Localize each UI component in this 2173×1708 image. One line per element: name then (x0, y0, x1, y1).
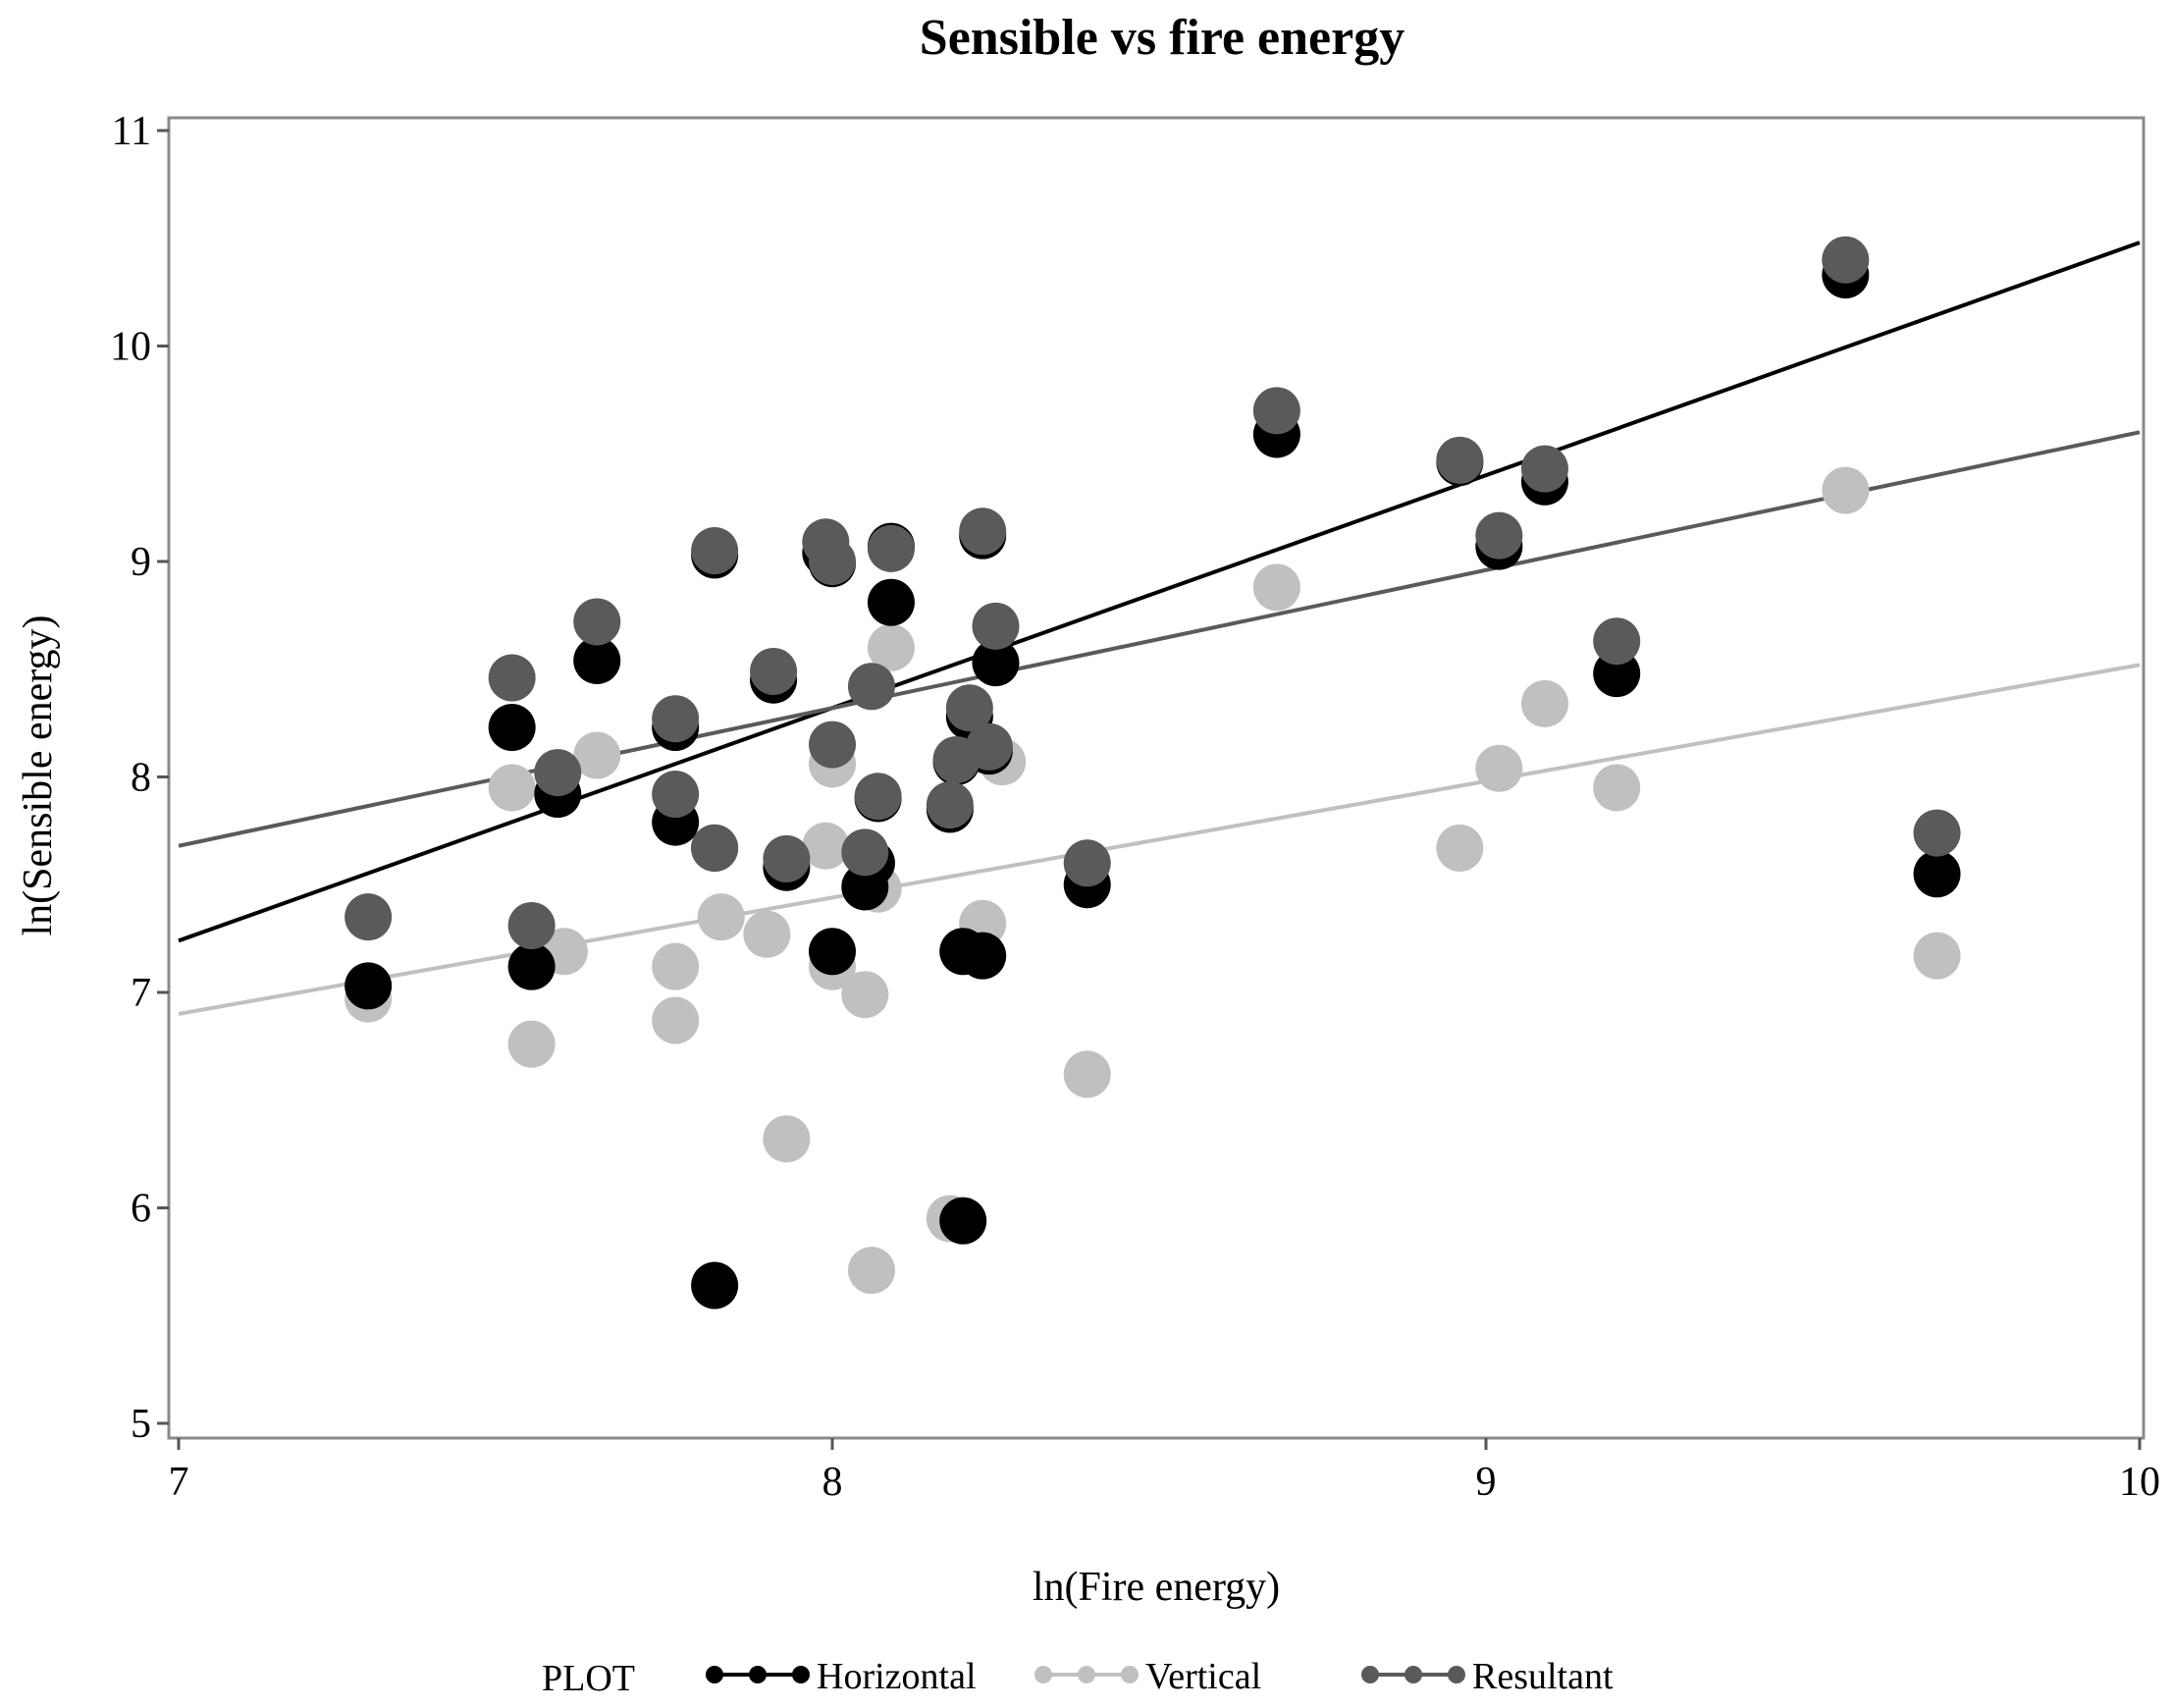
point-resultant (1252, 387, 1300, 435)
point-horizontal (867, 578, 915, 626)
point-horizontal (939, 1197, 987, 1245)
y-tick-label: 7 (131, 971, 151, 1016)
legend-label-resultant: Resultant (1472, 1656, 1614, 1697)
legend-marker-vertical (1034, 1666, 1052, 1683)
point-resultant (959, 507, 1007, 556)
point-resultant (344, 893, 393, 941)
legend-marker-resultant (1361, 1666, 1379, 1683)
x-axis-label: ln(Fire energy) (1033, 1565, 1280, 1610)
legend-marker-resultant (1448, 1666, 1465, 1683)
point-horizontal (573, 636, 621, 684)
point-resultant (750, 647, 798, 695)
point-resultant (972, 602, 1020, 650)
point-vertical (488, 764, 536, 812)
point-resultant (534, 749, 582, 797)
point-resultant (573, 598, 621, 646)
point-resultant (1475, 511, 1523, 560)
point-resultant (652, 771, 700, 819)
point-vertical (867, 623, 915, 671)
point-resultant (1436, 436, 1484, 484)
point-resultant (809, 538, 856, 585)
legend-marker-horizontal (706, 1666, 723, 1683)
point-resultant (841, 828, 889, 877)
point-resultant (691, 527, 739, 575)
point-resultant (1822, 236, 1870, 284)
legend-title: PLOT (542, 1658, 635, 1699)
x-tick-label: 10 (2119, 1460, 2160, 1505)
legend-marker-horizontal (749, 1666, 767, 1683)
point-vertical (1475, 744, 1523, 792)
point-resultant (809, 721, 856, 769)
point-resultant (926, 781, 974, 829)
y-tick-label: 8 (131, 756, 151, 801)
chart-title: Sensible vs fire energy (920, 10, 1404, 66)
y-tick-label: 9 (131, 540, 151, 585)
legend-label-horizontal: Horizontal (817, 1656, 977, 1697)
point-vertical (697, 893, 745, 941)
point-resultant (965, 722, 1013, 771)
point-vertical (507, 1020, 556, 1068)
point-horizontal (488, 704, 536, 752)
fit-line-vertical (178, 663, 2141, 1016)
x-tick-label: 9 (1476, 1460, 1497, 1505)
legend-marker-resultant (1404, 1666, 1422, 1683)
point-vertical (1520, 679, 1568, 727)
point-resultant (507, 901, 556, 949)
point-vertical (1593, 764, 1641, 812)
plot-frame (167, 116, 2146, 1440)
y-tick-label: 5 (131, 1402, 151, 1447)
point-vertical (1252, 563, 1300, 612)
point-resultant (945, 684, 993, 732)
legend-marker-vertical (1121, 1666, 1139, 1683)
point-resultant (652, 695, 700, 743)
point-horizontal (1913, 850, 1961, 898)
point-horizontal (507, 942, 556, 990)
point-vertical (1436, 824, 1484, 872)
point-resultant (488, 654, 536, 702)
point-vertical (847, 1247, 895, 1295)
point-resultant (1593, 617, 1641, 666)
x-tick-label: 7 (169, 1460, 189, 1505)
legend-marker-horizontal (792, 1666, 810, 1683)
fit-line-horizontal (178, 240, 2141, 943)
legend-marker-vertical (1078, 1666, 1095, 1683)
point-vertical (1822, 466, 1870, 514)
point-resultant (1520, 445, 1568, 493)
point-horizontal (1593, 650, 1641, 698)
y-axis-label: ln(Sensible energy) (16, 615, 61, 936)
point-vertical (652, 942, 700, 990)
point-horizontal (972, 639, 1020, 687)
point-vertical (743, 910, 791, 958)
point-vertical (841, 971, 889, 1019)
point-resultant (1913, 809, 1961, 857)
point-vertical (652, 996, 700, 1044)
y-tick-label: 6 (131, 1187, 151, 1232)
legend-label-vertical: Vertical (1145, 1656, 1261, 1697)
point-resultant (763, 834, 811, 882)
point-vertical (1913, 932, 1961, 980)
point-resultant (691, 824, 739, 872)
y-tick-label: 10 (110, 325, 151, 370)
point-horizontal (959, 932, 1007, 980)
x-tick-label: 8 (822, 1460, 843, 1505)
point-vertical (802, 822, 850, 870)
point-horizontal (809, 928, 856, 976)
point-resultant (867, 524, 915, 572)
point-resultant (847, 663, 895, 711)
point-vertical (763, 1115, 811, 1163)
point-resultant (1063, 839, 1111, 887)
y-tick-label: 11 (112, 109, 151, 154)
point-resultant (854, 773, 902, 821)
point-vertical (573, 731, 621, 779)
point-vertical (1063, 1050, 1111, 1098)
point-horizontal (691, 1261, 739, 1309)
point-horizontal (344, 962, 393, 1010)
